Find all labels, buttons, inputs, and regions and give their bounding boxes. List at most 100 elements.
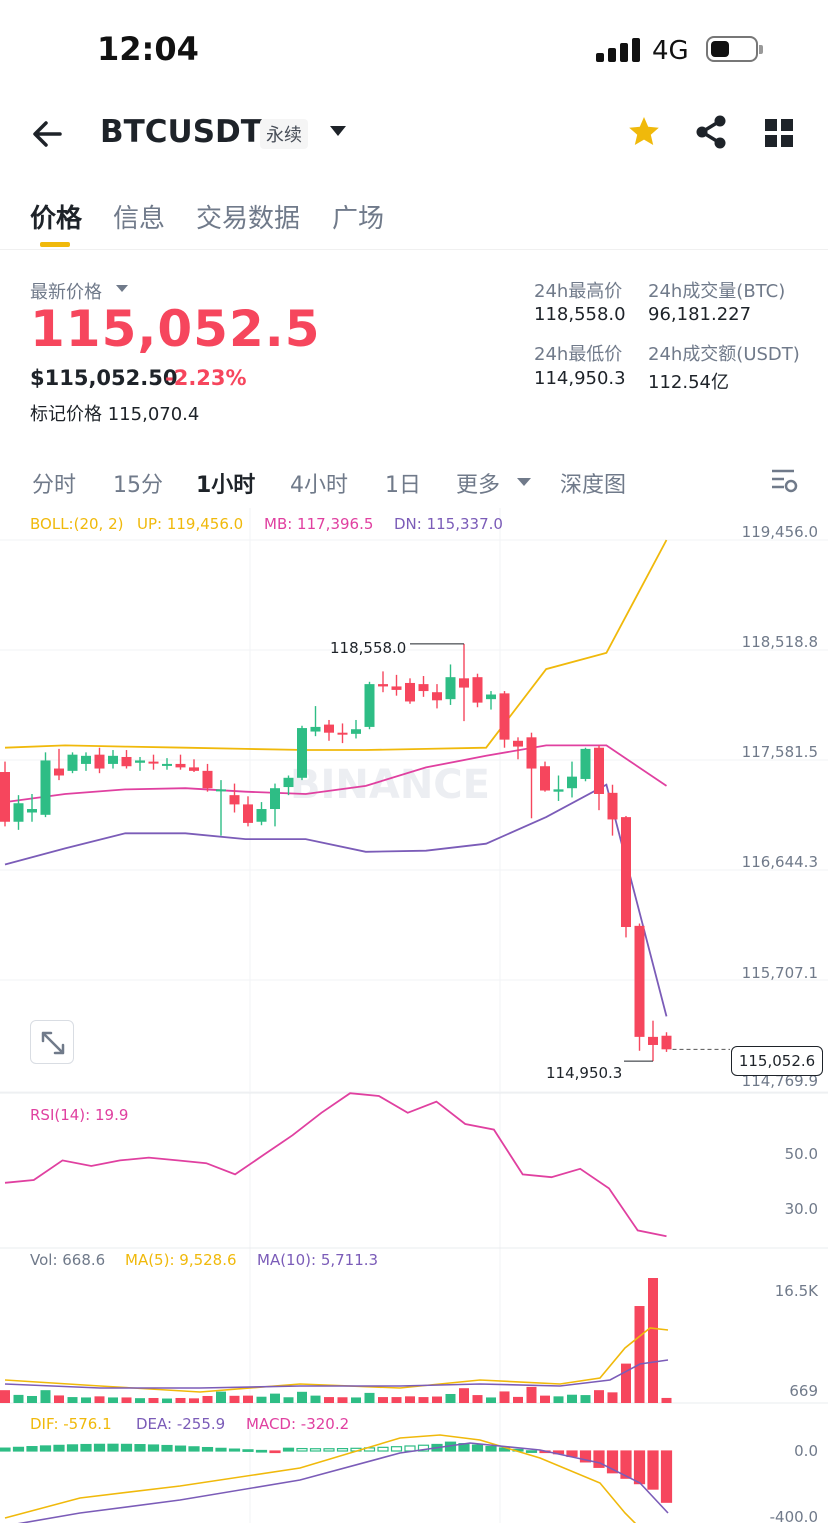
macd-histogram-bar: [296, 1447, 308, 1452]
status-time: 12:04: [97, 30, 199, 68]
candle-body: [0, 772, 10, 822]
candle-body: [324, 724, 334, 733]
volume-bar: [67, 1397, 78, 1403]
volume-bar: [229, 1395, 240, 1403]
volume-bar: [526, 1386, 537, 1403]
last-price-caret-icon[interactable]: [116, 285, 128, 292]
vol-usdt-label: 24h成交额(USDT): [648, 344, 800, 365]
chart-settings-icon[interactable]: [770, 467, 800, 495]
tab-info[interactable]: 信息: [113, 204, 166, 234]
volume-bar: [513, 1396, 523, 1403]
interval-more[interactable]: 更多: [456, 473, 501, 498]
mark-price: 标记价格 115,070.4: [30, 400, 199, 426]
macd-histogram-bar: [255, 1449, 268, 1453]
candle-body: [135, 760, 145, 763]
candle-body: [634, 925, 645, 1037]
candle-body: [13, 803, 24, 822]
candle-body: [108, 755, 118, 764]
volume-bar: [580, 1395, 591, 1403]
rsi-line: [4, 1092, 667, 1238]
macd-histogram-bar: [174, 1445, 187, 1452]
candle-body: [499, 693, 510, 740]
interval-15m[interactable]: 15分: [113, 473, 163, 498]
interval-1d[interactable]: 1日: [385, 473, 421, 498]
volume-bar: [108, 1397, 118, 1403]
volume-bar: [283, 1397, 294, 1403]
grid-icon[interactable]: [764, 118, 794, 148]
macd-histogram-bar: [66, 1444, 79, 1452]
macd-histogram-bar: [93, 1443, 106, 1452]
more-caret-icon[interactable]: [517, 478, 531, 486]
share-icon[interactable]: [694, 114, 728, 150]
volume-bar: [135, 1398, 145, 1403]
volume-bar: [472, 1395, 483, 1403]
vol-usdt-value: 112.54亿: [648, 372, 729, 393]
volume-bar: [351, 1397, 361, 1403]
volume-bar: [486, 1397, 496, 1403]
candle-body: [445, 677, 456, 700]
candle-body: [148, 761, 159, 764]
macd-histogram-bar: [593, 1450, 605, 1468]
depth-chart-tab[interactable]: 深度图: [560, 473, 627, 498]
vol-btc-value: 96,181.227: [648, 304, 752, 325]
macd-histogram-bar: [606, 1450, 619, 1474]
boll-lower-line: [4, 783, 668, 1017]
last-price: 115,052.5: [30, 300, 321, 358]
volume-bar: [567, 1394, 577, 1403]
expand-icon[interactable]: [30, 1020, 74, 1064]
high-24h-label: 24h最高价: [534, 281, 623, 302]
macd-histogram-bar: [485, 1445, 497, 1452]
interval-1h[interactable]: 1小时: [196, 473, 256, 498]
macd-histogram-bar: [120, 1443, 133, 1452]
high-24h-value: 118,558.0: [534, 304, 626, 325]
macd-dea-label: DEA: -255.9: [136, 1415, 226, 1433]
candle-body: [202, 770, 213, 789]
macd-histogram-bar: [269, 1450, 281, 1454]
symbol-title[interactable]: BTCUSDT: [100, 114, 262, 150]
kline-chart[interactable]: BINANCE: [0, 508, 828, 1523]
back-arrow-icon[interactable]: [28, 114, 68, 154]
candle-body: [418, 684, 429, 692]
volume-bar: [553, 1396, 564, 1403]
volume-bar: [94, 1396, 105, 1403]
candle-body: [40, 760, 51, 815]
candle-body: [162, 763, 172, 766]
low-price-annotation: 114,950.3: [546, 1064, 623, 1082]
rsi-axis-label: 30.0: [784, 1200, 818, 1218]
symbol-dropdown-icon[interactable]: [330, 126, 346, 136]
candle-body: [648, 1036, 658, 1045]
boll-label: BOLL:(20, 2): [30, 515, 124, 533]
boll-upper-line: [4, 539, 668, 751]
macd-histogram-bar: [39, 1445, 52, 1452]
macd-histogram-bar: [282, 1447, 295, 1452]
interval-4h[interactable]: 4小时: [290, 473, 348, 498]
volume-bar: [405, 1396, 415, 1403]
volume-bar: [661, 1397, 672, 1403]
macd-histogram-bar: [471, 1444, 484, 1452]
tab-square[interactable]: 广场: [332, 204, 385, 234]
y-axis-label: 117,581.5: [741, 743, 818, 761]
tab-trading-data[interactable]: 交易数据: [196, 204, 301, 234]
volume-bar: [459, 1388, 469, 1403]
volume-axis-label: 669: [789, 1382, 818, 1400]
volume-ma5-label: MA(5): 9,528.6: [125, 1251, 237, 1269]
volume-bar: [81, 1397, 91, 1403]
macd-histogram-bar: [0, 1447, 11, 1452]
macd-histogram-bar: [12, 1446, 25, 1452]
interval-time[interactable]: 分时: [32, 473, 77, 498]
candle-body: [189, 767, 199, 771]
macd-histogram-bar: [417, 1444, 430, 1452]
current-price-tag[interactable]: 115,052.6: [731, 1046, 823, 1076]
candle-body: [297, 728, 307, 778]
macd-dea-line: [17, 1442, 669, 1523]
star-icon[interactable]: [626, 114, 662, 150]
last-price-label[interactable]: 最新价格: [30, 282, 102, 303]
macd-histogram-bar: [215, 1447, 227, 1452]
macd-histogram-bar: [147, 1444, 160, 1452]
active-tab-indicator: [40, 242, 70, 247]
candle-body: [229, 795, 240, 805]
macd-histogram-bar: [404, 1445, 416, 1452]
tab-price[interactable]: 价格: [30, 204, 83, 234]
volume-ma10-label: MA(10): 5,711.3: [257, 1251, 379, 1269]
candle-body: [256, 809, 267, 822]
